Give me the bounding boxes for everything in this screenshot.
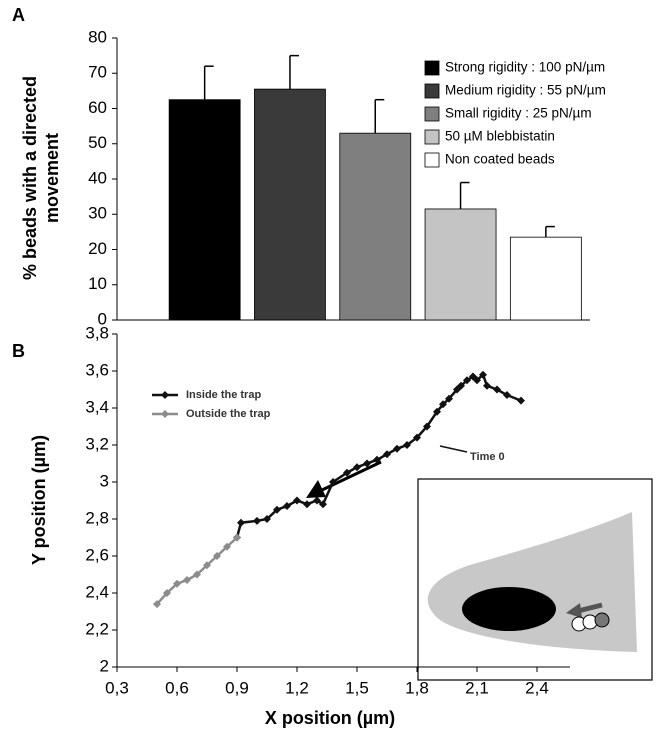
legend-swatch bbox=[424, 152, 440, 168]
data-point bbox=[193, 570, 201, 579]
y-tick-label: 3,8 bbox=[85, 323, 109, 342]
bar bbox=[339, 132, 412, 321]
y-axis-title-line: % beads with a directed bbox=[20, 76, 40, 280]
y-tick-label: 3 bbox=[100, 471, 109, 490]
data-point bbox=[233, 533, 241, 542]
y-axis-title: Y position (µm) bbox=[29, 435, 49, 565]
annotation-pointer bbox=[439, 445, 468, 453]
data-point bbox=[479, 370, 487, 379]
x-tick-label: 1,5 bbox=[345, 678, 369, 697]
y-tick-label: 60 bbox=[88, 98, 107, 117]
x-axis-title: X position (µm) bbox=[265, 708, 395, 728]
inset-diagram bbox=[417, 478, 653, 681]
data-point bbox=[253, 516, 261, 525]
legend-swatch bbox=[424, 60, 440, 76]
data-point bbox=[263, 515, 271, 523]
y-tick-label: 50 bbox=[88, 133, 107, 152]
data-point bbox=[473, 376, 481, 385]
data-point bbox=[319, 500, 327, 509]
data-point bbox=[237, 518, 245, 527]
legend-label: 50 µM blebbistatin bbox=[445, 129, 555, 144]
direction-arrow bbox=[306, 460, 382, 498]
y-tick-label: 0 bbox=[98, 309, 107, 328]
y-tick-label: 70 bbox=[88, 63, 107, 82]
y-tick-label: 80 bbox=[88, 27, 107, 46]
data-point bbox=[223, 542, 231, 551]
data-point bbox=[153, 600, 161, 609]
data-point bbox=[213, 552, 221, 560]
legend-marker bbox=[161, 391, 169, 399]
data-point bbox=[283, 502, 291, 511]
panel-label: A bbox=[12, 5, 25, 25]
data-point bbox=[343, 468, 351, 477]
legend-label: Outside the trap bbox=[186, 408, 271, 420]
bar bbox=[168, 99, 241, 321]
data-point bbox=[303, 500, 311, 509]
y-tick-label: 20 bbox=[88, 239, 107, 258]
x-tick-label: 1,2 bbox=[285, 678, 309, 697]
y-tick-label: 3,4 bbox=[85, 397, 109, 416]
y-tick-label: 2,4 bbox=[85, 582, 109, 601]
legend-swatch bbox=[424, 106, 440, 122]
y-tick-label: 2 bbox=[100, 656, 109, 675]
legend-label: Medium rigidity : 55 pN/µm bbox=[445, 83, 606, 98]
y-axis-title: % beads with a directed movement bbox=[20, 76, 62, 280]
x-tick-label: 2,4 bbox=[525, 678, 549, 697]
bar bbox=[424, 208, 497, 321]
legend-label: Inside the trap bbox=[186, 389, 261, 401]
data-point bbox=[433, 407, 441, 416]
legend-marker bbox=[161, 410, 169, 418]
data-point bbox=[173, 579, 181, 588]
data-point bbox=[373, 455, 381, 464]
y-axis-title-line: movement bbox=[42, 133, 62, 223]
data-point bbox=[363, 459, 371, 468]
data-point bbox=[293, 496, 301, 505]
legend-label: Strong rigidity : 100 pN/µm bbox=[445, 60, 605, 75]
data-point bbox=[493, 385, 501, 394]
y-tick-label: 3,6 bbox=[85, 360, 109, 379]
data-point bbox=[353, 463, 361, 472]
data-point bbox=[423, 422, 431, 431]
data-point bbox=[273, 505, 281, 514]
y-tick-label: 2,2 bbox=[85, 619, 109, 638]
bar bbox=[254, 88, 326, 321]
y-tick-label: 2,8 bbox=[85, 508, 109, 527]
data-point bbox=[383, 450, 391, 459]
bar bbox=[509, 236, 582, 321]
data-point bbox=[517, 396, 525, 405]
legend-swatch bbox=[424, 83, 440, 99]
data-point bbox=[183, 576, 191, 585]
data-point bbox=[203, 561, 211, 570]
y-tick-label: 40 bbox=[88, 168, 107, 187]
data-point bbox=[445, 394, 453, 403]
data-point bbox=[163, 589, 171, 597]
data-point bbox=[463, 376, 471, 385]
data-point bbox=[413, 433, 421, 442]
x-tick-label: 2,1 bbox=[465, 678, 489, 697]
y-tick-label: 30 bbox=[88, 204, 107, 223]
annotation: Time 0 bbox=[470, 451, 505, 463]
data-point bbox=[457, 381, 465, 390]
data-point bbox=[329, 478, 337, 486]
legend-label: Non coated beads bbox=[445, 152, 555, 167]
x-tick-label: 0,6 bbox=[165, 678, 189, 697]
data-point bbox=[403, 441, 411, 449]
y-tick-label: 2,6 bbox=[85, 545, 109, 564]
x-tick-label: 0,9 bbox=[225, 678, 249, 697]
y-tick-label: 10 bbox=[88, 274, 107, 293]
legend-swatch bbox=[424, 129, 440, 145]
x-tick-label: 0,3 bbox=[105, 678, 129, 697]
data-point bbox=[439, 400, 447, 409]
legend-label: Small rigidity : 25 pN/µm bbox=[445, 106, 592, 121]
data-point bbox=[393, 444, 401, 453]
data-point bbox=[313, 496, 321, 505]
data-point bbox=[503, 391, 511, 400]
data-point bbox=[483, 381, 491, 390]
y-tick-label: 3,2 bbox=[85, 434, 109, 453]
panel-label: B bbox=[12, 341, 25, 361]
x-tick-label: 1,8 bbox=[405, 678, 429, 697]
